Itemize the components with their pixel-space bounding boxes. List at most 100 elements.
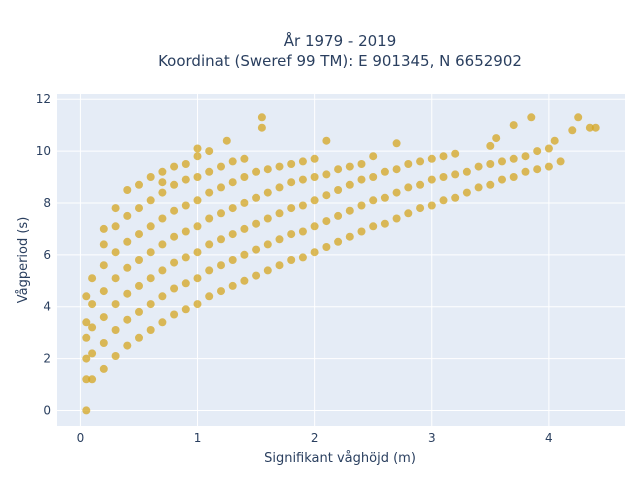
scatter-point [451, 149, 460, 158]
scatter-point [380, 167, 389, 176]
scatter-point [99, 261, 108, 270]
x-tick-label: 4 [545, 431, 553, 445]
scatter-point [498, 175, 506, 184]
scatter-point [240, 224, 249, 233]
scatter-point [146, 326, 155, 334]
scatter-point [99, 240, 108, 249]
scatter-point [263, 165, 272, 174]
scatter-point [193, 248, 202, 257]
scatter-point [521, 167, 530, 176]
scatter-point [82, 354, 91, 363]
scatter-point [357, 201, 366, 210]
scatter-point [82, 406, 91, 415]
scatter-point [591, 123, 600, 132]
scatter-point [263, 266, 272, 275]
scatter-point [287, 160, 296, 168]
scatter-point [181, 201, 190, 210]
scatter-point [123, 315, 132, 324]
scatter-point [158, 240, 167, 249]
scatter-point [509, 173, 518, 181]
scatter-point [492, 134, 501, 143]
y-tick-label: 12 [36, 92, 51, 106]
scatter-point [146, 274, 155, 283]
scatter-point [380, 219, 389, 228]
scatter-point [111, 204, 120, 213]
scatter-point [380, 193, 389, 202]
scatter-point [486, 160, 495, 168]
scatter-point [404, 209, 413, 218]
scatter-point [123, 263, 132, 272]
scatter-point [252, 271, 261, 280]
scatter-point [146, 222, 155, 231]
scatter-point [322, 217, 331, 226]
scatter-point [310, 173, 319, 181]
scatter-point [135, 256, 143, 264]
scatter-point [193, 274, 202, 283]
scatter-point [533, 165, 542, 174]
scatter-point [228, 178, 237, 187]
scatter-point [228, 256, 237, 264]
scatter-point [240, 154, 249, 163]
scatter-point [263, 214, 272, 223]
scatter-point [392, 214, 401, 223]
scatter-point [158, 214, 167, 223]
scatter-point [310, 154, 319, 163]
scatter-point [82, 292, 91, 301]
scatter-point [82, 375, 91, 384]
scatter-point [275, 261, 284, 270]
scatter-point [240, 198, 249, 207]
scatter-point [205, 188, 214, 197]
scatter-point [568, 126, 577, 135]
scatter-point [193, 144, 202, 153]
scatter-point [135, 230, 143, 239]
scatter-point [111, 248, 120, 257]
scatter-point [509, 154, 518, 163]
scatter-point [217, 235, 225, 244]
scatter-point [322, 243, 331, 251]
scatter-point [298, 253, 307, 262]
scatter-point [217, 287, 225, 296]
scatter-point [193, 173, 202, 181]
scatter-point [146, 173, 155, 181]
x-tick-labels: 0 1 2 3 4 [77, 431, 553, 445]
scatter-point [392, 165, 401, 174]
scatter-point [486, 141, 495, 150]
scatter-point [123, 341, 132, 350]
scatter-point [82, 333, 91, 342]
scatter-point [427, 175, 436, 184]
scatter-point [392, 188, 401, 197]
scatter-point [357, 227, 366, 236]
scatter-point [392, 139, 401, 148]
scatter-point [170, 206, 179, 215]
scatter-point [462, 167, 471, 176]
scatter-point [275, 235, 284, 244]
scatter-point [544, 162, 553, 171]
scatter-point [228, 204, 237, 213]
scatter-point [298, 175, 307, 184]
scatter-point [550, 136, 559, 145]
scatter-point [217, 261, 225, 270]
y-axis-title: Vågperiod (s) [16, 217, 31, 304]
scatter-point [544, 144, 553, 153]
scatter-point [205, 147, 214, 156]
scatter-point [298, 227, 307, 236]
scatter-point [123, 289, 132, 298]
scatter-point [88, 349, 97, 358]
y-tick-label: 8 [43, 196, 51, 210]
scatter-point [240, 173, 249, 181]
scatter-point [574, 113, 583, 122]
scatter-point [170, 310, 179, 319]
y-tick-label: 6 [43, 248, 51, 262]
scatter-point [228, 281, 237, 290]
scatter-point [252, 167, 261, 176]
scatter-point [193, 152, 202, 161]
scatter-point [322, 136, 331, 145]
scatter-point [252, 193, 261, 202]
scatter-point [135, 204, 143, 213]
scatter-point [439, 152, 448, 161]
chart-title-line-1: År 1979 - 2019 [284, 31, 397, 50]
scatter-point [88, 274, 97, 283]
scatter-point [404, 160, 413, 168]
scatter-point [369, 196, 378, 205]
scatter-point [474, 183, 483, 192]
